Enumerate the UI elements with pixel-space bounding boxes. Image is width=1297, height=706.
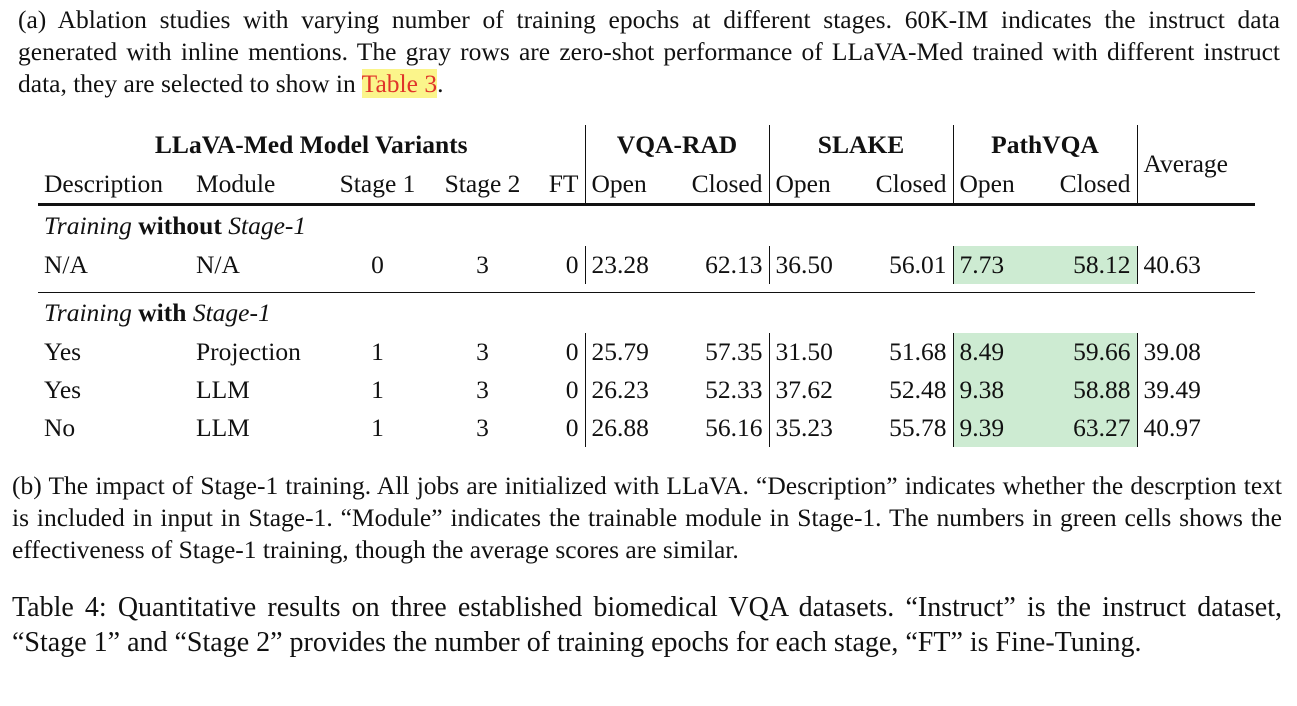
slake-header: SLAKE xyxy=(768,125,953,165)
cell-pathvqa-closed: 59.66 xyxy=(1041,333,1137,371)
cell-vqarad-closed: 56.16 xyxy=(705,413,763,442)
col-ft: FT xyxy=(535,165,585,206)
col-stage2: Stage 2 xyxy=(430,165,535,206)
cell-pathvqa-closed: 63.27 xyxy=(1041,409,1137,447)
cell-vqarad-open: 25.79 xyxy=(584,333,673,371)
cell-average: 40.63 xyxy=(1136,246,1255,284)
average-header: Average xyxy=(1136,125,1255,206)
vqa-rad-header: VQA-RAD xyxy=(584,125,769,165)
col-pathvqa-closed: Closed xyxy=(1041,165,1137,206)
col-pathvqa-open: Open xyxy=(952,165,1041,206)
table-row: Yes LLM 1 3 0 26.23 52.33 37.62 52.48 9.38 58.88 39… xyxy=(38,371,1255,409)
col-description: Description xyxy=(38,165,190,206)
cell-vqarad-open: 26.23 xyxy=(584,371,673,409)
cell-module: LLM xyxy=(196,413,250,442)
table-3-link[interactable]: Table 3 xyxy=(361,69,438,98)
cell-stage1: 1 xyxy=(371,413,384,442)
cell-slake-open: 36.50 xyxy=(768,246,857,284)
ablation-table: LLaVA-Med Model Variants VQA-RAD SLAKE P… xyxy=(38,125,1255,447)
cell-average: 39.49 xyxy=(1136,371,1255,409)
col-slake-closed: Closed xyxy=(857,165,953,206)
table-caption: Table 4: Quantitative results on three e… xyxy=(12,592,1282,658)
cell-stage1: 0 xyxy=(371,250,384,279)
section-with-stage1: Training with Stage-1 xyxy=(38,292,1255,333)
cell-vqarad-closed: 57.35 xyxy=(705,337,763,366)
cell-stage2: 3 xyxy=(476,413,489,442)
model-variants-header: LLaVA-Med Model Variants xyxy=(154,130,468,159)
cell-slake-closed: 56.01 xyxy=(889,250,947,279)
subcaption-a-end: . xyxy=(437,69,444,98)
cell-pathvqa-closed: 58.88 xyxy=(1041,371,1137,409)
cell-vqarad-closed: 62.13 xyxy=(705,250,763,279)
cell-stage2: 3 xyxy=(476,375,489,404)
cell-pathvqa-open: 8.49 xyxy=(952,333,1041,371)
cell-ft: 0 xyxy=(565,250,579,279)
col-module: Module xyxy=(190,165,325,206)
cell-average: 39.08 xyxy=(1136,333,1255,371)
cell-stage2: 3 xyxy=(476,337,489,366)
cell-stage1: 1 xyxy=(371,337,384,366)
cell-slake-closed: 55.78 xyxy=(889,413,947,442)
table-row: Yes Projection 1 3 0 25.79 57.35 31.50 51.68 8.49… xyxy=(38,333,1255,371)
cell-description: Yes xyxy=(44,337,82,366)
subcaption-a: (a) Ablation studies with varying number… xyxy=(18,4,1280,100)
cell-slake-closed: 51.68 xyxy=(889,337,947,366)
cell-pathvqa-open: 7.73 xyxy=(952,246,1041,284)
cell-ft: 0 xyxy=(565,337,579,366)
cell-stage2: 3 xyxy=(476,250,489,279)
table-row: N/A N/A 0 3 0 23.28 62.13 36.50 56.01 7.73 58.12 40… xyxy=(38,246,1255,284)
cell-description: Yes xyxy=(44,375,82,404)
cell-module: N/A xyxy=(196,250,240,279)
cell-slake-open: 37.62 xyxy=(768,371,857,409)
cell-ft: 0 xyxy=(565,413,579,442)
table-row: No LLM 1 3 0 26.88 56.16 35.23 55.78 9.39 63.27 40.… xyxy=(38,409,1255,447)
cell-description: N/A xyxy=(44,250,88,279)
cell-average: 40.97 xyxy=(1136,409,1255,447)
cell-stage1: 1 xyxy=(371,375,384,404)
subcaption-b: (b) The impact of Stage-1 training. All … xyxy=(12,471,1282,564)
cell-slake-open: 35.23 xyxy=(768,409,857,447)
col-slake-open: Open xyxy=(768,165,857,206)
cell-module: Projection xyxy=(196,337,301,366)
subcaption-a-text: (a) Ablation studies with varying number… xyxy=(18,5,1280,98)
pathvqa-header: PathVQA xyxy=(952,125,1137,165)
col-stage1: Stage 1 xyxy=(325,165,430,206)
cell-ft: 0 xyxy=(565,375,579,404)
cell-vqarad-closed: 52.33 xyxy=(705,375,763,404)
cell-pathvqa-closed: 58.12 xyxy=(1041,246,1137,284)
cell-vqarad-open: 23.28 xyxy=(584,246,673,284)
cell-description: No xyxy=(44,413,76,442)
section-without-stage1: Training without Stage-1 xyxy=(44,211,307,240)
cell-vqarad-open: 26.88 xyxy=(584,409,673,447)
cell-slake-open: 31.50 xyxy=(768,333,857,371)
col-vqarad-closed: Closed xyxy=(673,165,769,206)
cell-pathvqa-open: 9.38 xyxy=(952,371,1041,409)
cell-module: LLM xyxy=(196,375,250,404)
cell-pathvqa-open: 9.39 xyxy=(952,409,1041,447)
cell-slake-closed: 52.48 xyxy=(889,375,947,404)
col-vqarad-open: Open xyxy=(584,165,673,206)
